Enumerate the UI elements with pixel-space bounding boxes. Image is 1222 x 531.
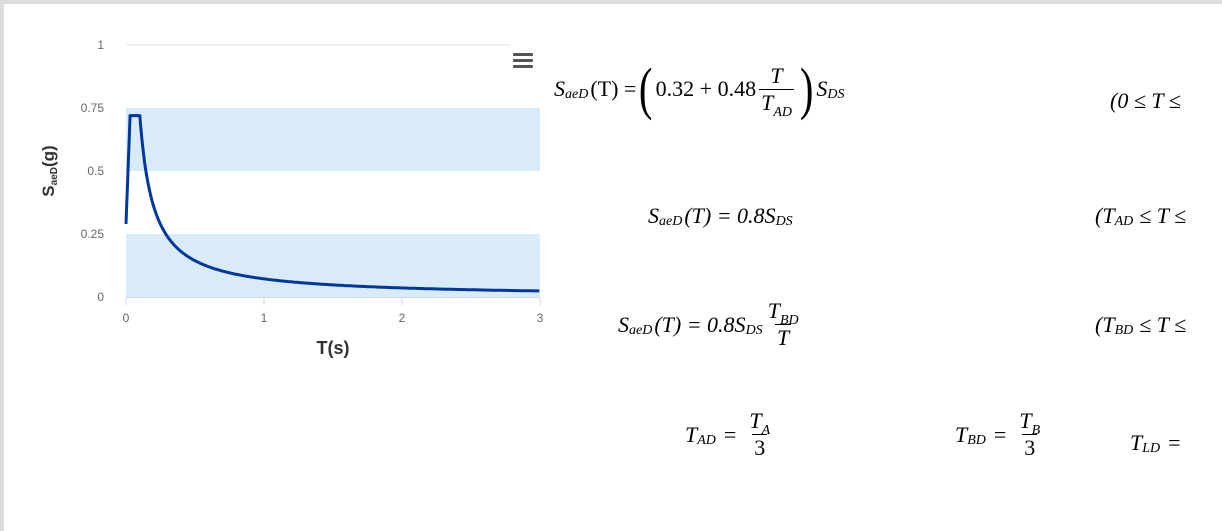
formula-4b: T BD = TB 3	[955, 408, 1045, 461]
y-tick-label-2: 0.5	[87, 164, 104, 178]
plot-band-1	[126, 108, 540, 171]
y-tick-label-1: 0.25	[81, 227, 105, 241]
top-border	[0, 0, 1222, 4]
formula-3-fraction: TBD T	[766, 298, 801, 351]
formula-4b-lhs: T	[955, 421, 968, 447]
formula-3-tail-sub: DS	[745, 322, 763, 338]
formula-4a-den: 3	[752, 434, 768, 460]
response-spectrum-chart: 0 1 2 3 0 0.25 0.5 0.75 1 T(s) SaeD(g)	[10, 20, 550, 380]
formula-4a: T AD = TA 3	[685, 408, 775, 461]
formula-1-arg: (T) =	[590, 76, 637, 101]
formula-4a-num-sub: A	[761, 423, 771, 438]
x-tick-label-1: 1	[261, 311, 268, 325]
x-tick-label-2: 2	[399, 311, 406, 325]
formula-2-lhs: S	[648, 203, 659, 228]
y-tick-label-4: 1	[97, 38, 104, 52]
formula-1-fraction: T TAD	[759, 62, 794, 120]
formula-4b-eq: =	[993, 421, 1007, 447]
formula-4a-eq: =	[723, 421, 737, 447]
formula-2-cond-start: (T	[1095, 203, 1115, 228]
y-tick-label-3: 0.75	[81, 101, 105, 115]
formula-2-tail-sub: DS	[775, 214, 793, 229]
series-line	[124, 114, 540, 293]
formula-1-den: T	[761, 89, 774, 115]
formula-4a-fraction: TA 3	[747, 408, 772, 461]
formula-3-num: T	[767, 298, 780, 323]
formula-4b-num: T	[1019, 408, 1032, 433]
formula-2-condition: (T AD ≤ T ≤	[1095, 203, 1186, 229]
formula-4b-num-sub: B	[1031, 423, 1041, 438]
formula-1-open-paren: (	[639, 56, 653, 121]
formula-4a-lhs-sub: AD	[697, 432, 716, 448]
formula-4a-lhs: T	[685, 421, 698, 447]
formula-3-num-sub: BD	[779, 313, 799, 328]
formula-2-cond-sub: AD	[1114, 214, 1134, 229]
formula-1-tail: S	[816, 76, 828, 101]
formula-1-lhs-sub: aeD	[565, 87, 589, 102]
formula-4c-lhs: T	[1130, 430, 1143, 455]
formula-3-lhs: S	[618, 311, 629, 337]
formula-4c-eq: =	[1168, 430, 1181, 455]
x-axis-title: T(s)	[317, 338, 350, 358]
formula-1-coeff: 0.32 + 0.48	[655, 76, 757, 101]
formula-3-arg: (T) = 0.8S	[654, 311, 746, 337]
formula-3-condition: (T BD ≤ T ≤	[1095, 312, 1186, 338]
hamburger-menu-icon[interactable]	[510, 50, 536, 72]
formula-3-cond-tail: ≤ T ≤	[1139, 312, 1187, 337]
formula-3-cond-start: (T	[1095, 312, 1115, 337]
formula-4b-den: 3	[1022, 434, 1038, 460]
chart-svg: 0 1 2 3 0 0.25 0.5 0.75 1 T(s) SaeD(g)	[39, 38, 544, 358]
formula-3-lhs-sub: aeD	[629, 322, 653, 338]
formula-4b-lhs-sub: BD	[967, 432, 986, 448]
y-axis-title: SaeD(g)	[39, 145, 60, 196]
formula-1-num: T	[770, 62, 783, 88]
formula-2-cond-tail: ≤ T ≤	[1139, 203, 1187, 228]
x-tick-label-0: 0	[123, 311, 130, 325]
y-tick-label-0: 0	[97, 290, 104, 304]
formula-1-cond-text: (0 ≤ T ≤	[1110, 88, 1181, 113]
formula-1-tail-sub: DS	[827, 87, 845, 102]
formula-1-den-sub: AD	[773, 104, 792, 120]
formula-3-cond-sub: BD	[1114, 323, 1134, 338]
left-border	[0, 4, 4, 531]
formula-1-condition: (0 ≤ T ≤	[1110, 88, 1181, 114]
formula-4c: T LD =	[1130, 430, 1189, 456]
formula-3-den: T	[775, 324, 792, 350]
formula-4c-lhs-sub: LD	[1142, 441, 1161, 456]
x-tick-label-3: 3	[537, 311, 544, 325]
formula-4a-num: T	[749, 408, 762, 433]
plot-band-0	[126, 234, 540, 297]
formula-2-lhs-sub: aeD	[659, 214, 683, 229]
formula-4b-fraction: TB 3	[1017, 408, 1042, 461]
formula-2-arg: (T) = 0.8S	[684, 203, 776, 228]
formula-1-lhs: S	[554, 76, 565, 101]
formula-1-close-paren: )	[799, 56, 814, 121]
